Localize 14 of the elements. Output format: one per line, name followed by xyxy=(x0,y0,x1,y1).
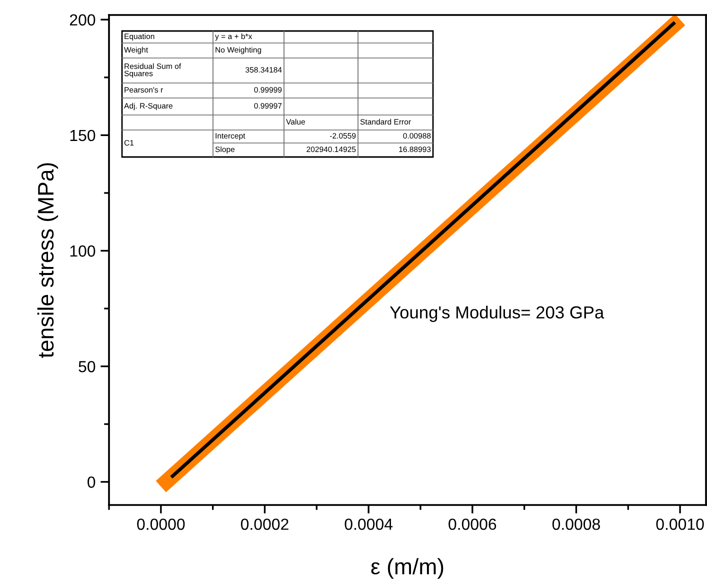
y-axis-title: tensile stress (MPa) xyxy=(37,163,58,358)
x-tick-label: 0.0004 xyxy=(344,518,393,530)
y-tick-label: 50 xyxy=(78,360,96,372)
x-tick-label: 0.0008 xyxy=(552,518,600,530)
x-tick-label: 0.0000 xyxy=(137,518,185,530)
annotation: Young's Modulus= 203 GPa xyxy=(390,306,604,322)
y-tick-label: 100 xyxy=(70,245,96,257)
x-tick-label: 0.0002 xyxy=(240,518,288,530)
y-tick-label: 200 xyxy=(70,14,96,26)
x-axis-title: ε (m/m) xyxy=(371,558,444,579)
y-tick-label: 150 xyxy=(70,130,96,142)
x-tick-label: 0.0006 xyxy=(448,518,496,530)
x-tick-label: 0.0010 xyxy=(656,518,704,530)
y-tick-label: 0 xyxy=(88,476,96,488)
